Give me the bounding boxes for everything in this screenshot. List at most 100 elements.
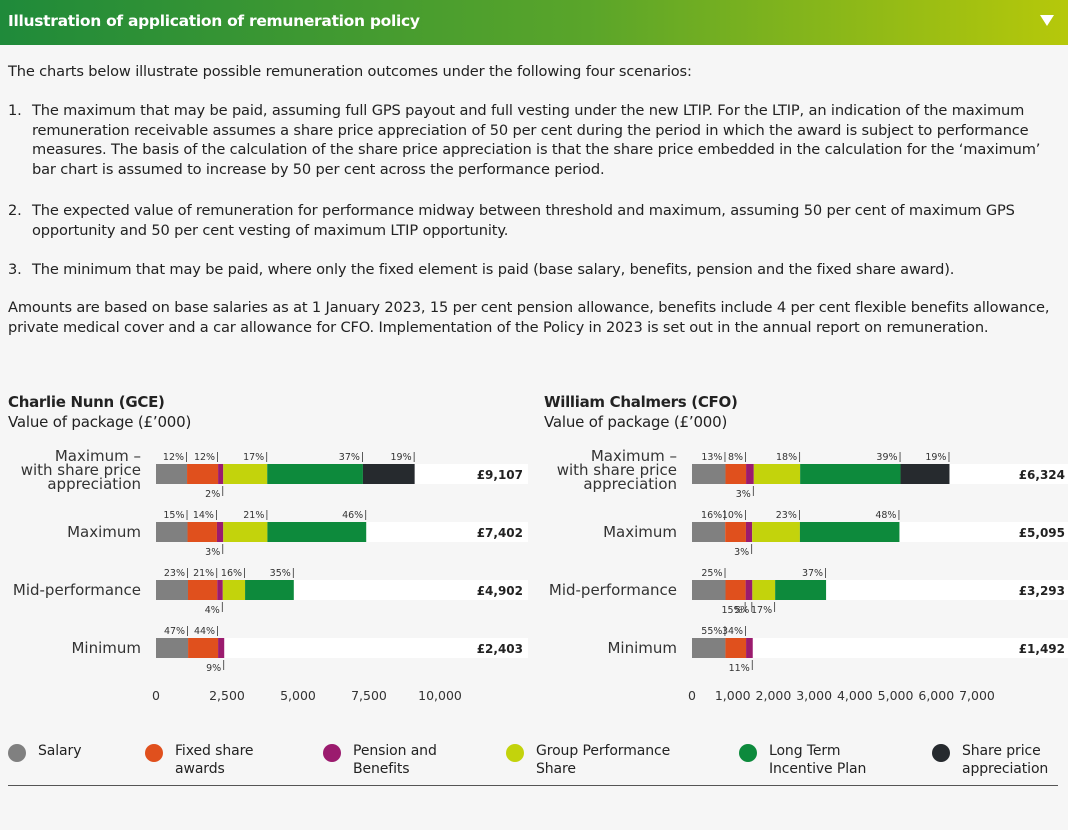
segment-percent-label: 19% [391,452,412,463]
bar-segment [188,580,218,600]
segment-percent-label: 3% [736,489,751,500]
intro-text: The charts below illustrate possible rem… [8,63,692,80]
bar-segment [218,638,225,658]
bar-segment [752,522,800,542]
bar-segment [800,464,901,484]
divider [8,785,1058,786]
category-label: Mid-performance [13,581,141,599]
bar-segment [753,464,801,484]
bar-segment [746,464,754,484]
bar-segment [745,580,753,600]
chart-title: Charlie Nunn (GCE) [8,393,165,411]
x-tick-label: 4,000 [837,688,873,703]
segment-percent-label: 15% [721,605,742,616]
segment-percent-label: 47% [164,626,185,637]
segment-percent-label: 46% [342,510,363,521]
segment-percent-label: 8% [728,452,743,463]
bar-segment [156,522,188,542]
note-text: Amounts are based on base salaries as at… [8,299,1050,336]
list-number: 2. [8,202,22,219]
segment-percent-label: 18% [776,452,797,463]
segment-percent-label: 13% [701,452,722,463]
total-value-label: £6,324 [1019,468,1065,482]
bar-segment [775,580,827,600]
bar-segment [245,580,294,600]
category-label: appreciation [583,475,677,493]
legend-label: Share price appreciation [962,743,1049,777]
bar-segment [799,522,900,542]
bar-segment [725,522,746,542]
chart-title: William Chalmers (CFO) [544,393,738,411]
spa-swatch-icon [932,744,950,762]
section-header[interactable]: Illustration of application of remunerat… [0,0,1068,45]
x-tick-label: 6,000 [918,688,954,703]
bar-segment [692,464,726,484]
x-tick-label: 2,500 [209,688,245,703]
bar-segment [223,522,268,542]
x-tick-label: 0 [152,688,160,703]
x-tick-label: 0 [688,688,696,703]
segment-percent-label: 12% [194,452,215,463]
bar-segment [692,638,726,658]
salary-swatch-icon [8,744,26,762]
fixed-share-swatch-icon [145,744,163,762]
segment-percent-label: 37% [339,452,360,463]
list-text: The expected value of remuneration for p… [32,202,1015,239]
bar-segment [156,464,188,484]
legend-label: Pension and Benefits [353,743,437,777]
segment-percent-label: 17% [243,452,264,463]
bar-segment [267,464,363,484]
total-value-label: £9,107 [477,468,523,482]
legend-label: Fixed share awards [175,743,254,777]
bar-segment [156,580,189,600]
list-text: The minimum that may be paid, where only… [32,261,955,278]
category-label: Maximum [67,523,141,541]
bar-segment [725,464,747,484]
bar-segment [267,522,367,542]
x-tick-label: 7,500 [351,688,387,703]
category-label: Mid-performance [549,581,677,599]
category-label: Minimum [607,639,677,657]
segment-percent-label: 34% [722,626,743,637]
segment-percent-label: 10% [722,510,743,521]
chart-subtitle: Value of package (£’000) [8,413,192,431]
bar-segment [217,580,223,600]
segment-percent-label: 12% [163,452,184,463]
segment-percent-label: 3% [734,547,749,558]
segment-percent-label: 21% [193,568,214,579]
pension-swatch-icon [323,744,341,762]
bar-segment [156,638,189,658]
segment-percent-label: 55% [701,626,722,637]
segment-percent-label: 3% [205,547,220,558]
segment-percent-label: 16% [701,510,722,521]
bar-segment [216,522,224,542]
bar-segment [187,522,217,542]
bar-segment [222,580,246,600]
segment-percent-label: 44% [194,626,215,637]
x-tick-label: 7,000 [959,688,995,703]
bar-segment [725,580,746,600]
x-tick-label: 10,000 [418,688,462,703]
list-number: 3. [8,261,22,278]
segment-percent-label: 39% [876,452,897,463]
category-label: appreciation [47,475,141,493]
segment-percent-label: 25% [701,568,722,579]
x-tick-label: 2,000 [756,688,792,703]
segment-percent-label: 5% [734,605,749,616]
x-tick-label: 5,000 [280,688,316,703]
bar-segment [218,464,224,484]
legend-label: Salary [38,743,82,759]
list-text: The maximum that may be paid, assuming f… [32,102,1041,178]
total-value-label: £1,492 [1019,642,1065,656]
segment-percent-label: 35% [270,568,291,579]
bar-segment [692,522,726,542]
x-tick-label: 3,000 [796,688,832,703]
segment-percent-label: 37% [802,568,823,579]
bar-segment [745,522,753,542]
segment-percent-label: 14% [193,510,214,521]
chevron-down-icon[interactable] [1040,15,1054,26]
total-value-label: £7,402 [477,526,523,540]
segment-percent-label: 48% [875,510,896,521]
category-label: Minimum [71,639,141,657]
